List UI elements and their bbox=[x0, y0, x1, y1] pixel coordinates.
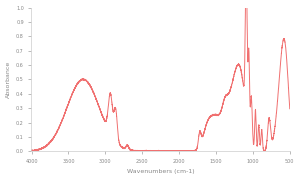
X-axis label: Wavenumbers (cm-1): Wavenumbers (cm-1) bbox=[127, 169, 194, 174]
Y-axis label: Absorbance: Absorbance bbox=[6, 61, 10, 98]
